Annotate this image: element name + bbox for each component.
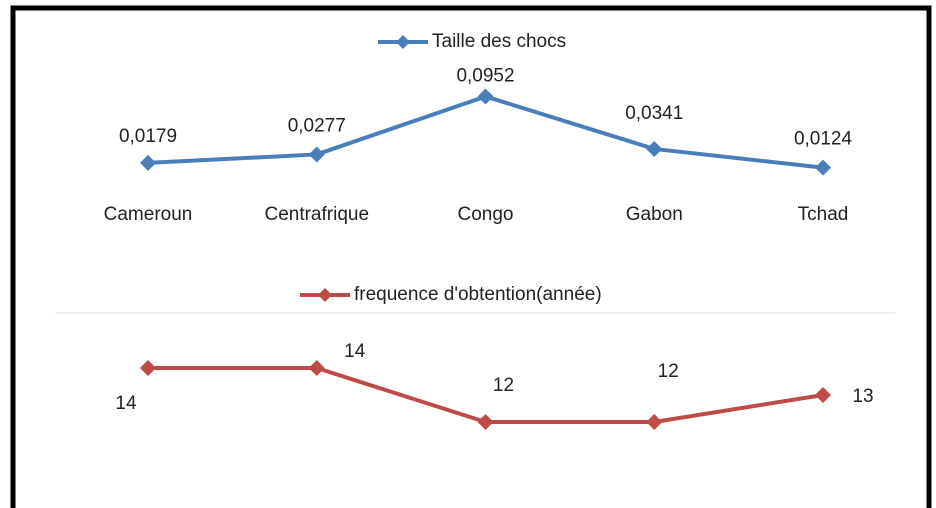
- point: [815, 159, 831, 176]
- point: [477, 414, 494, 430]
- point: [646, 414, 663, 430]
- x-tick-label: Centrafrique: [264, 204, 369, 225]
- data-label: 13: [852, 386, 873, 407]
- data-label: 14: [115, 393, 137, 414]
- data-label: 0,0179: [119, 126, 177, 147]
- data-label: 0,0124: [794, 129, 853, 150]
- data-label: 12: [493, 375, 514, 396]
- point: [815, 387, 831, 403]
- x-tick-label: Congo: [458, 204, 514, 225]
- data-label: 12: [658, 361, 679, 382]
- point: [308, 360, 325, 376]
- data-label: 0,0277: [288, 115, 346, 136]
- data-label: 14: [344, 341, 366, 362]
- point: [308, 146, 325, 163]
- x-tick-label: Cameroun: [104, 204, 193, 225]
- point: [140, 360, 156, 376]
- legend-marker: [396, 35, 410, 49]
- legend-label: frequence d'obtention(année): [354, 284, 602, 305]
- point: [646, 140, 663, 157]
- x-tick-label: Gabon: [626, 204, 683, 225]
- point: [140, 154, 156, 171]
- legend-label: Taille des chocs: [432, 31, 566, 52]
- data-label: 0,0952: [456, 65, 514, 86]
- x-tick-label: Tchad: [798, 204, 849, 225]
- data-label: 0,0341: [625, 103, 683, 124]
- legend-marker: [318, 288, 332, 302]
- point: [477, 88, 494, 105]
- frame: [10, 5, 932, 508]
